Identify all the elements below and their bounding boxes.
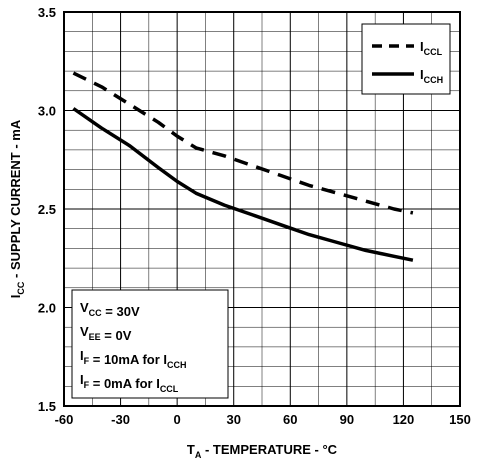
x-tick-label: 0	[174, 412, 181, 427]
tick-labels: -60 -30 0 30 60 90 120 150 1.5 2.0 2.5 3.0 3.5	[38, 5, 471, 427]
condition-line: VCC = 30V	[80, 300, 140, 319]
x-tick-label: 30	[226, 412, 240, 427]
series-group	[72, 71, 414, 262]
x-tick-label: -30	[111, 412, 130, 427]
legend: ICCL ICCH	[361, 23, 451, 95]
x-tick-label: 90	[340, 412, 354, 427]
y-axis-label-group: ICC - SUPPLY CURRENT - mA	[8, 119, 26, 298]
plot-frame	[63, 11, 461, 407]
axis-labels: TA - TEMPERATURE - °C ICC - SUPPLY CURREN…	[8, 119, 338, 460]
x-tick-label: 150	[449, 412, 471, 427]
y-tick-label: 2.0	[38, 301, 56, 316]
y-tick-label: 3.0	[38, 104, 56, 119]
y-tick-label: 2.5	[38, 202, 56, 217]
x-tick-label: 60	[283, 412, 297, 427]
series-line-1	[72, 71, 414, 215]
legend-box	[361, 23, 451, 95]
conditions-frame	[71, 289, 229, 399]
y-axis-label: ICC - SUPPLY CURRENT - mA	[8, 119, 26, 298]
condition-line: VEE = 0V	[80, 324, 132, 343]
series-line-2	[72, 107, 414, 262]
condition-line: IF = 10mA for ICCH	[80, 348, 187, 370]
condition-line: IF = 0mA for ICCL	[80, 372, 179, 394]
x-tick-label: 120	[393, 412, 415, 427]
legend-label: ICCL	[420, 39, 443, 57]
x-tick-label: -60	[55, 412, 74, 427]
y-tick-label: 1.5	[38, 399, 56, 414]
legend-label: ICCH	[420, 67, 443, 85]
y-tick-label: 3.5	[38, 5, 56, 20]
x-axis-label: TA - TEMPERATURE - °C	[187, 442, 338, 460]
